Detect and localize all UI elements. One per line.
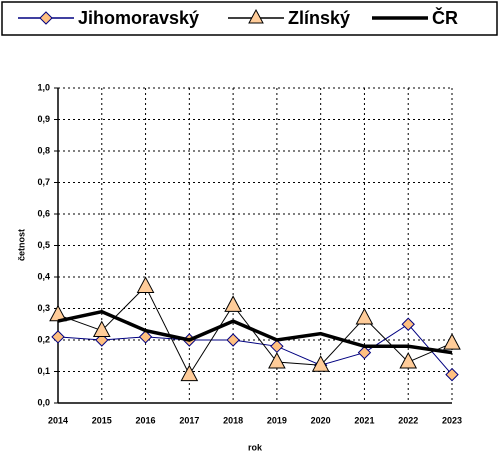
point — [443, 333, 461, 350]
x-tick-label: 2020 — [311, 415, 331, 425]
legend-label: ČR — [432, 7, 458, 28]
y-tick-label: 1,0 — [37, 82, 50, 92]
legend-label: Jihomoravský — [78, 8, 199, 28]
x-tick-label: 2023 — [442, 415, 462, 425]
point — [445, 367, 459, 382]
point — [138, 330, 153, 344]
y-tick-label: 0,3 — [37, 303, 50, 313]
x-tick-label: 2015 — [92, 415, 112, 425]
point — [224, 295, 242, 312]
legend-marker — [248, 8, 264, 24]
point — [226, 333, 240, 347]
y-tick-label: 0,5 — [37, 240, 50, 250]
y-tick-label: 0,2 — [37, 334, 50, 344]
y-tick-label: 0,0 — [37, 397, 50, 407]
y-tick-label: 0,6 — [37, 208, 50, 218]
x-tick-label: 2014 — [48, 415, 68, 425]
x-tick-label: 2022 — [398, 415, 418, 425]
legend-marker — [39, 11, 53, 25]
x-tick-label: 2018 — [223, 415, 243, 425]
y-tick-label: 0,1 — [37, 366, 50, 376]
point — [268, 351, 286, 369]
series-line — [57, 285, 453, 376]
point — [311, 355, 330, 372]
point — [355, 307, 374, 325]
series-line — [57, 323, 453, 375]
y-axis-label: četnost — [16, 229, 26, 261]
y-tick-label: 0,7 — [37, 177, 50, 187]
point — [180, 364, 199, 382]
y-tick-label: 0,4 — [37, 271, 50, 281]
y-tick-label: 0,9 — [37, 114, 50, 124]
series-line — [57, 309, 453, 355]
point — [270, 339, 284, 354]
x-tick-label: 2016 — [136, 415, 156, 425]
x-tick-label: 2019 — [267, 415, 287, 425]
point — [399, 351, 418, 369]
legend-label: Zlínský — [288, 8, 350, 28]
x-tick-label: 2021 — [354, 415, 374, 425]
x-axis-label: rok — [248, 442, 263, 452]
y-tick-label: 0,8 — [37, 145, 50, 155]
point — [51, 330, 65, 344]
point — [357, 345, 372, 360]
point — [136, 276, 155, 293]
point — [401, 317, 415, 331]
point — [92, 320, 111, 338]
x-tick-label: 2017 — [179, 415, 199, 425]
